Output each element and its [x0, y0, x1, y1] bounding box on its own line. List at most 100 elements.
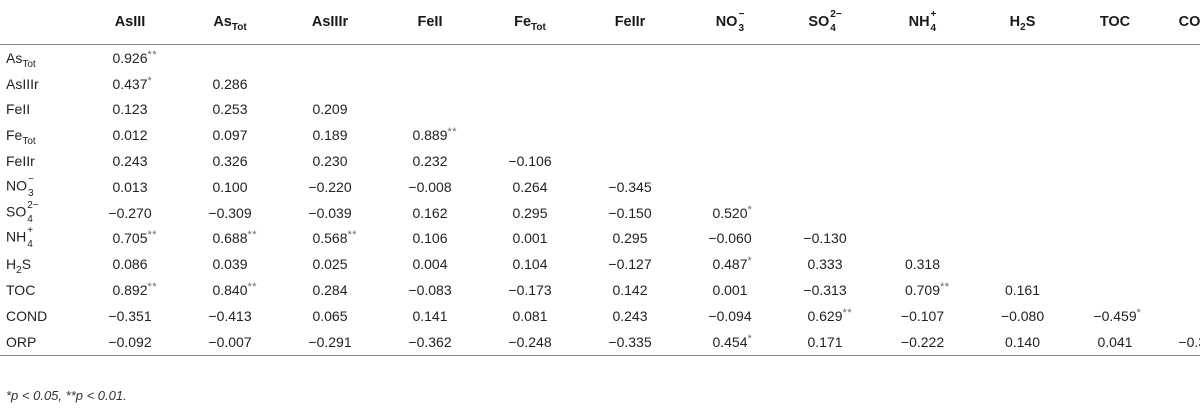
cell-value: −0.060	[708, 230, 752, 247]
table-cell: 0.001	[680, 277, 780, 303]
table-cell: 0.709 **	[870, 277, 975, 303]
label-base: FeII	[417, 14, 443, 30]
correlation-value: 0.097	[212, 127, 247, 143]
table-cell	[1160, 226, 1200, 252]
table-cell: −0.007	[180, 328, 280, 356]
table-cell	[1070, 226, 1160, 252]
row-header-feiir: FeIIr	[0, 148, 80, 174]
table-row: AsTot 0.926 **	[0, 45, 1200, 71]
table-cell: 0.629 **	[780, 303, 870, 329]
table-cell	[1160, 251, 1200, 277]
cell-value: −0.150	[608, 204, 652, 221]
row-header-nh4: NH +4	[0, 226, 80, 252]
cell-value: −0.106	[508, 153, 552, 170]
table-cell	[780, 97, 870, 123]
correlation-value: −0.130	[803, 230, 846, 246]
table-cell: 0.326	[180, 148, 280, 174]
table-cell	[1160, 97, 1200, 123]
ion-charge: 2− 4	[830, 10, 841, 34]
label-sub: 2	[16, 265, 22, 277]
label-tail: S	[1025, 14, 1036, 30]
table-cell: 0.437 *	[80, 71, 180, 97]
column-header-no3: NO −3	[680, 0, 780, 45]
table-cell: −0.309	[180, 200, 280, 226]
table-cell	[975, 226, 1070, 252]
correlation-value: 0.243	[112, 153, 147, 169]
label-base: FeII	[6, 101, 31, 118]
table-cell	[870, 45, 975, 71]
cell-value: 0.892	[112, 282, 148, 299]
table-cell	[780, 122, 870, 148]
correlation-value: −0.291	[308, 334, 351, 350]
ion-charge: −3	[28, 174, 34, 198]
correlation-value: −0.107	[901, 308, 944, 324]
correlation-value: 0.106	[412, 230, 447, 246]
correlation-table: AsIII AsTot AsIIIr FeII FeTot FeIIr NO −3 SO 2− 4 N…	[0, 0, 1200, 356]
cell-value: −0.313	[803, 282, 847, 299]
correlation-value: 0.100	[212, 179, 247, 195]
table-cell: 0.142	[580, 277, 680, 303]
table-cell	[680, 148, 780, 174]
table-cell: −0.083	[380, 277, 480, 303]
correlation-value: −0.222	[901, 334, 944, 350]
cell-value: 0.318	[904, 256, 941, 273]
correlation-value: −0.413	[208, 308, 251, 324]
table-cell	[680, 97, 780, 123]
correlation-value: 0.230	[312, 153, 347, 169]
table-cell: 0.140	[975, 328, 1070, 356]
cell-value: 0.243	[612, 307, 648, 324]
cell-value: 0.025	[312, 256, 348, 273]
cell-value: 0.333	[807, 256, 843, 273]
correlation-value: 0.001	[512, 230, 547, 246]
cell-value: −0.007	[208, 333, 252, 350]
table-cell: −0.335	[580, 328, 680, 356]
table-row: SO 2− 4 −0.270 −0.309 −0.039 0.162 0.295 −0.150 0…	[0, 200, 1200, 226]
significance-mark: **	[147, 48, 158, 61]
table-cell	[780, 71, 870, 97]
cell-value: 0.629	[807, 307, 843, 324]
label-base: Fe	[514, 14, 532, 30]
correlation-value: −0.248	[508, 334, 551, 350]
cell-value: 0.097	[212, 127, 248, 144]
cell-value: −0.413	[208, 307, 252, 324]
table-cell: −0.008	[380, 174, 480, 200]
table-cell: −0.413	[180, 303, 280, 329]
table-cell	[780, 174, 870, 200]
table-cell: −0.130	[780, 226, 870, 252]
table-cell	[680, 71, 780, 97]
correlation-value: −0.127	[608, 256, 651, 272]
label-base: FeIIr	[614, 14, 646, 30]
correlation-value: 0.629 **	[807, 307, 851, 324]
corner-cell	[0, 0, 80, 45]
cell-value: −0.107	[900, 307, 945, 324]
correlation-value: −0.173	[508, 282, 551, 298]
table-cell: 0.840 **	[180, 277, 280, 303]
label-base: COND	[1178, 14, 1200, 30]
cell-value: 0.141	[412, 307, 448, 324]
table-cell	[975, 200, 1070, 226]
cell-value: 0.189	[312, 127, 348, 144]
row-header-toc: TOC	[0, 277, 80, 303]
table-cell	[870, 200, 975, 226]
cell-value: 0.840	[212, 282, 248, 299]
table-cell: 0.230	[280, 148, 380, 174]
table-cell: −0.106	[480, 148, 580, 174]
correlation-value: −0.362	[408, 334, 451, 350]
table-cell	[975, 148, 1070, 174]
cell-value: −0.222	[900, 333, 945, 350]
label-sup: 2−	[27, 199, 39, 211]
table-cell	[280, 45, 380, 71]
cell-value: 0.230	[312, 153, 348, 170]
table-cell	[580, 71, 680, 97]
correlation-value: 0.568 **	[312, 229, 356, 246]
label-base: AsIII	[114, 14, 146, 30]
table-cell: 0.025	[280, 251, 380, 277]
column-header-cond: COND	[1160, 0, 1200, 45]
column-header-feii: FeII	[380, 0, 480, 45]
table-cell	[480, 71, 580, 97]
significance-mark: *	[747, 332, 753, 345]
ion-charge: −3	[738, 10, 744, 34]
table-cell	[1160, 148, 1200, 174]
correlation-value: 0.688 **	[212, 229, 256, 246]
table-cell	[975, 45, 1070, 71]
